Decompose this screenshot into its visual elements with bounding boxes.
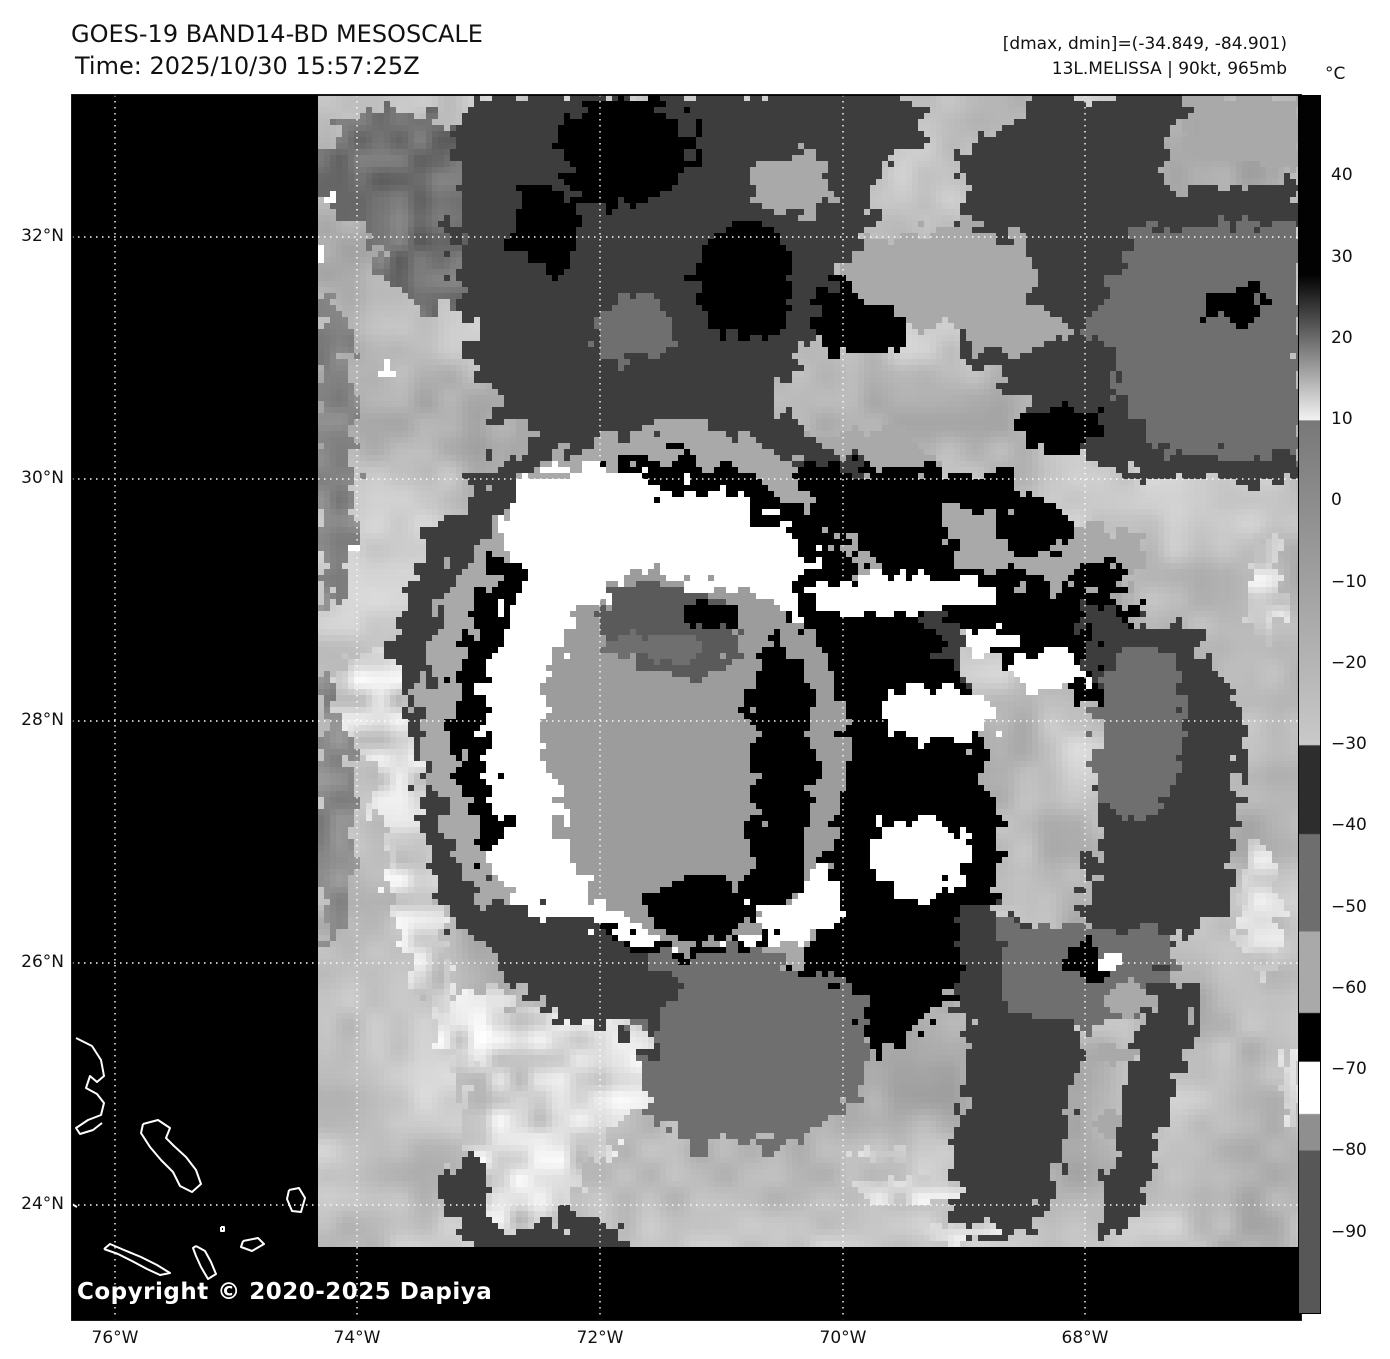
coastline — [240, 1237, 265, 1252]
colorbar-tick-label: 10 — [1331, 409, 1353, 430]
coastline — [69, 1202, 78, 1208]
colorbar-tick-label: −30 — [1331, 734, 1367, 755]
colorbar-tick-label: 30 — [1331, 246, 1353, 267]
lon-tick-label: 70°W — [819, 1328, 867, 1348]
lat-tick-label: 32°N — [21, 226, 64, 246]
satellite-image — [72, 95, 1301, 1320]
coastline — [286, 1187, 306, 1213]
colorbar-unit-label: °C — [1325, 64, 1346, 84]
lat-tick-label: 28°N — [21, 710, 64, 730]
colorbar-tick-label: −80 — [1331, 1140, 1367, 1161]
lat-tick-label: 24°N — [21, 1194, 64, 1214]
coastline — [103, 1243, 171, 1276]
colorbar-tick-label: 20 — [1331, 327, 1353, 348]
colorbar-tick-label: −20 — [1331, 652, 1367, 673]
lat-tick-label: 26°N — [21, 952, 64, 972]
colorbar-tick-label: 40 — [1331, 165, 1353, 186]
colorbar-tick-label: 0 — [1331, 490, 1342, 511]
storm-info-annotation: 13L.MELISSA | 90kt, 965mb — [1051, 59, 1287, 79]
colorbar-tick-label: −60 — [1331, 977, 1367, 998]
copyright-watermark: Copyright © 2020-2025 Dapiya — [77, 1279, 493, 1305]
timestamp: Time: 2025/10/30 15:57:25Z — [75, 52, 420, 80]
lon-tick-label: 76°W — [91, 1328, 139, 1348]
dmax-dmin-annotation: [dmax, dmin]=(-34.849, -84.901) — [1002, 34, 1287, 54]
coastline — [220, 1226, 225, 1232]
colorbar-tick-label: −70 — [1331, 1059, 1367, 1080]
lon-tick-label: 72°W — [576, 1328, 624, 1348]
plot-frame — [71, 94, 1302, 1321]
temperature-colorbar — [1298, 95, 1321, 1314]
coastline — [192, 1245, 217, 1280]
coastline — [75, 1037, 105, 1135]
lon-tick-label: 74°W — [333, 1328, 381, 1348]
coastline — [140, 1119, 202, 1193]
colorbar-tick-label: −10 — [1331, 571, 1367, 592]
colorbar-tick-label: −40 — [1331, 815, 1367, 836]
colorbar-tick-label: −50 — [1331, 896, 1367, 917]
page-title: GOES-19 BAND14-BD MESOSCALE — [71, 20, 483, 48]
colorbar-tick-label: −90 — [1331, 1221, 1367, 1242]
lat-tick-label: 30°N — [21, 468, 64, 488]
lon-tick-label: 68°W — [1061, 1328, 1109, 1348]
